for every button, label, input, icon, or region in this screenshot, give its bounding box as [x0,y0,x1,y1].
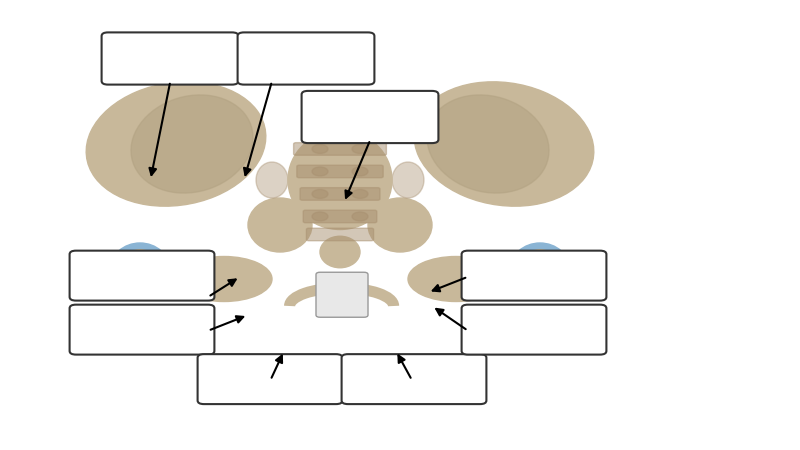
FancyBboxPatch shape [303,210,377,223]
Circle shape [352,212,368,221]
Circle shape [312,144,328,153]
Ellipse shape [110,243,170,297]
FancyBboxPatch shape [70,251,214,301]
Ellipse shape [510,243,570,297]
FancyBboxPatch shape [462,305,606,355]
Ellipse shape [368,198,432,252]
Ellipse shape [176,256,272,302]
FancyBboxPatch shape [300,188,380,200]
Circle shape [312,212,328,221]
FancyBboxPatch shape [294,143,386,155]
FancyBboxPatch shape [102,32,238,85]
Circle shape [352,144,368,153]
Circle shape [352,167,368,176]
FancyBboxPatch shape [302,91,438,143]
FancyBboxPatch shape [316,272,368,317]
FancyBboxPatch shape [198,354,342,404]
Ellipse shape [256,162,288,198]
Circle shape [352,189,368,198]
FancyBboxPatch shape [342,354,486,404]
Ellipse shape [414,82,594,206]
Ellipse shape [248,198,312,252]
Ellipse shape [408,256,504,302]
FancyBboxPatch shape [462,251,606,301]
Ellipse shape [392,162,424,198]
Ellipse shape [427,95,549,193]
Ellipse shape [520,250,560,290]
FancyBboxPatch shape [70,305,214,355]
FancyBboxPatch shape [297,165,383,178]
Ellipse shape [86,82,266,206]
Ellipse shape [120,250,160,290]
Circle shape [312,189,328,198]
Ellipse shape [131,95,253,193]
Ellipse shape [288,130,392,230]
FancyBboxPatch shape [238,32,374,85]
Ellipse shape [320,236,360,268]
Circle shape [312,167,328,176]
FancyBboxPatch shape [306,228,374,241]
